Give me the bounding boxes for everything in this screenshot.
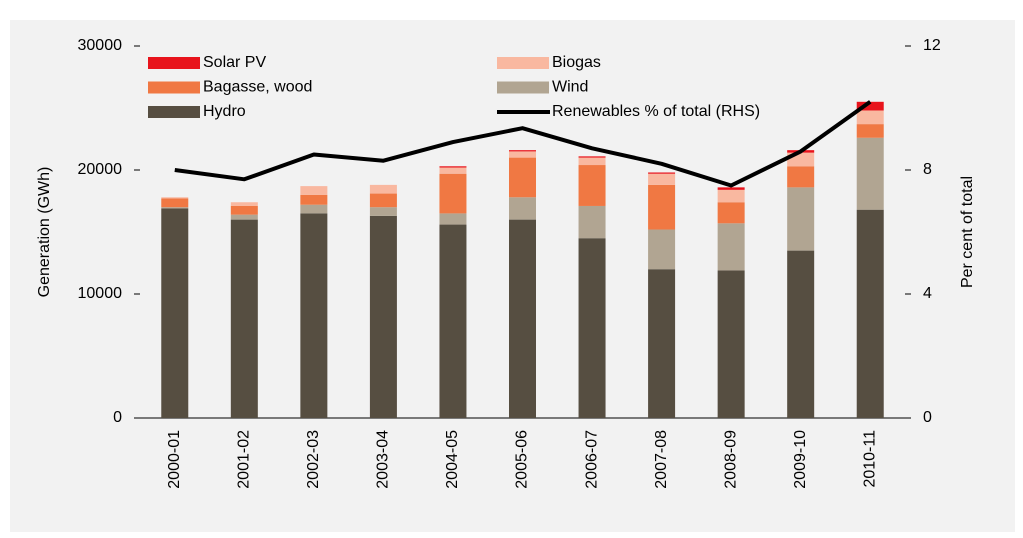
bar [648,229,676,270]
legend-label: Hydro [203,103,246,120]
bar [230,205,258,215]
bar [439,166,467,168]
bar [439,213,467,225]
bar [717,223,745,271]
bar [509,150,536,152]
legend-label: Solar PV [203,54,266,71]
bar [230,219,258,418]
y-axis-label: Generation (GWh) [36,167,53,298]
bar [856,110,884,125]
y2-tick-label: 0 [923,409,932,426]
bar [578,165,606,206]
bar [230,202,258,206]
legend-label: Wind [552,79,588,96]
x-tick-label: 2001-02 [236,430,253,489]
bar [578,156,606,158]
bar [439,224,467,418]
bar [161,207,189,209]
x-tick-label: 2009-10 [792,430,809,489]
y2-tick-label: 4 [923,285,932,302]
bar [439,167,467,174]
bar [509,151,536,158]
bar [300,204,328,214]
x-tick-label: 2007-08 [653,430,670,489]
legend-swatch [148,57,200,69]
bar [787,250,815,418]
x-tick-label: 2010-11 [861,430,878,488]
bar [648,172,676,174]
legend-swatch [497,57,549,69]
bar [717,189,745,203]
bar [369,184,397,194]
legend-label: Renewables % of total (RHS) [552,103,760,120]
line [174,100,872,188]
x-tick-label: 2002-03 [305,430,322,489]
bar [230,214,258,220]
bar [856,124,884,138]
legend-swatch [497,81,549,94]
bar [717,270,745,418]
bar [300,194,328,205]
bar [300,186,328,195]
bar [856,137,884,210]
bar [509,219,536,418]
x-tick-label: 2005-06 [514,430,531,489]
bar [856,209,884,418]
bar [509,197,536,220]
y2-tick-label: 8 [923,161,932,178]
legend-label: Biogas [552,54,601,71]
legend-swatch [148,81,200,94]
bar [578,238,606,418]
y-tick-label: 10000 [78,285,123,302]
y-tick-label: 30000 [78,37,123,54]
x-tick-label: 2004-05 [444,430,461,489]
bar [300,213,328,418]
legend-swatch [148,106,200,118]
x-tick-label: 2000-01 [166,430,183,489]
bar [856,101,884,111]
bar [161,197,189,199]
x-tick-label: 2006-07 [583,430,600,489]
legend-label: Bagasse, wood [203,79,312,96]
bar [161,198,189,208]
bar [717,202,745,224]
x-tick-label: 2008-09 [722,430,739,489]
bar [578,157,606,166]
bar [787,187,815,251]
y-tick-label: 0 [113,409,122,426]
bar [717,187,745,190]
y2-tick-label: 12 [923,37,941,54]
bar [648,269,676,418]
x-tick-label: 2003-04 [375,430,392,489]
bar [787,166,815,188]
bar [648,173,676,185]
bar [648,184,676,230]
bar [369,193,397,208]
bar [439,173,467,214]
y-tick-label: 20000 [78,161,123,178]
bar [161,208,189,418]
y2-axis-label: Per cent of total [959,176,976,288]
bar [369,215,397,418]
bar [369,207,397,216]
bar [509,157,536,198]
bar [578,205,606,239]
